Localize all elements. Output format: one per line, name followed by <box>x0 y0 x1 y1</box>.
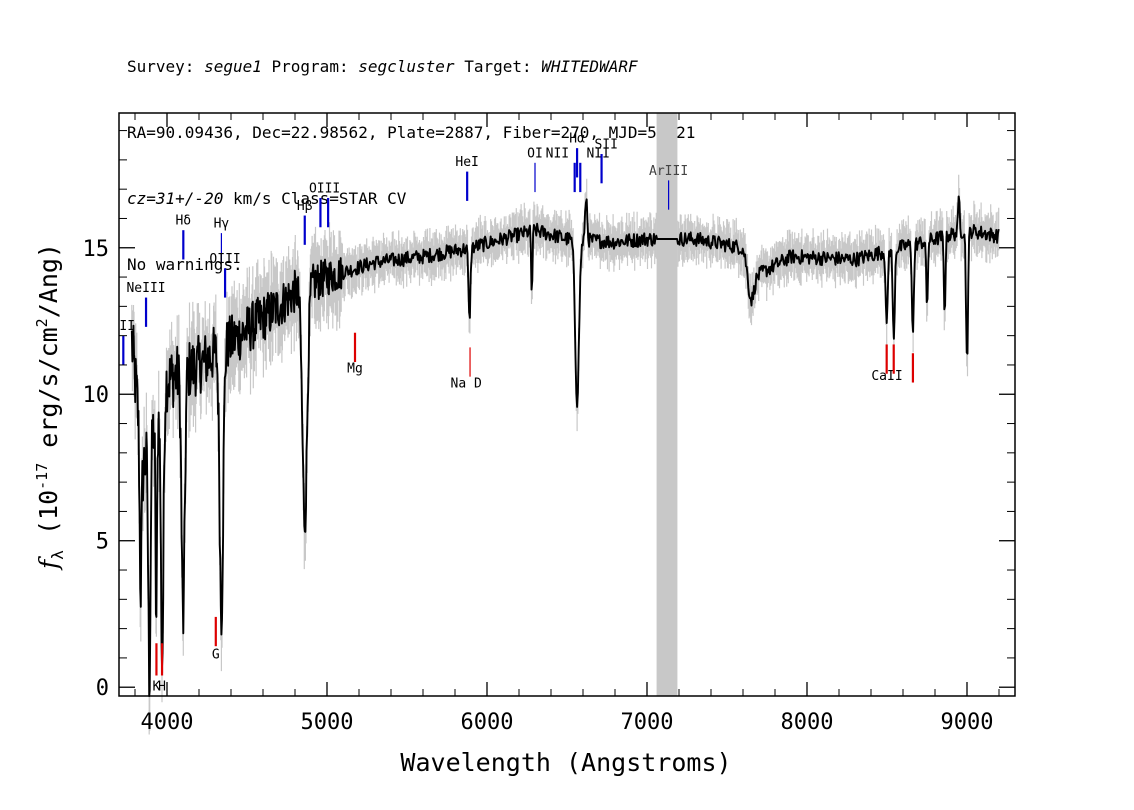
target-value: WHITEDWARF <box>541 57 638 76</box>
line-label-14: NII <box>586 146 609 161</box>
x-tick-label-4: 8000 <box>781 710 834 735</box>
line-label-3: Hγ <box>214 217 230 232</box>
line-label-13: SII <box>594 138 617 153</box>
svg-text:fλ (10-17 erg/s/cm2/Ang): fλ (10-17 erg/s/cm2/Ang) <box>33 243 67 571</box>
masked-region-layer <box>656 113 678 696</box>
header-line-redshift: cz=31+/-20 km/s Class=STAR CV <box>127 189 407 208</box>
header-line-survey: Survey: segue1 Program: segcluster Targe… <box>127 57 638 76</box>
line-label-19: Mg <box>347 362 363 377</box>
x-tick-label-2: 6000 <box>461 710 514 735</box>
x-tick-label-5: 9000 <box>941 710 994 735</box>
y-tick-label-3: 15 <box>83 237 110 262</box>
line-label-15: ArIII <box>649 164 688 179</box>
line-label-10: NII <box>546 146 569 161</box>
masked-region-band <box>656 113 678 696</box>
line-label-18: G <box>212 647 220 662</box>
line-label-0: OII <box>112 319 135 334</box>
line-label-7: OIII <box>309 181 340 196</box>
y-axis-label: fλ (10-17 erg/s/cm2/Ang) <box>33 243 67 571</box>
line-label-4: OIII <box>209 252 240 267</box>
x-tick-label-3: 7000 <box>621 710 674 735</box>
x-axis-label: Wavelength (Angstroms) <box>400 748 731 777</box>
line-label-20: Na D <box>451 376 482 391</box>
line-label-1: NeIII <box>126 281 165 296</box>
x-tick-label-1: 5000 <box>301 710 354 735</box>
flux-line <box>130 195 1000 697</box>
line-label-21: CaII <box>871 369 902 384</box>
line-label-8: HeI <box>455 155 478 170</box>
line-label-5: Hβ <box>297 199 313 214</box>
line-label-9: OI <box>527 146 543 161</box>
line-label-17: H <box>158 680 166 695</box>
x-tick-label-0: 4000 <box>141 710 194 735</box>
line-label-16: K <box>153 680 161 695</box>
y-tick-label-1: 5 <box>96 530 109 555</box>
flux-line-layer <box>130 195 1000 697</box>
redshift-value: cz=31+/-20 <box>127 189 224 208</box>
survey-value: segue1 <box>204 57 262 76</box>
y-tick-label-0: 0 <box>96 676 109 701</box>
line-label-11: Hα <box>569 132 585 147</box>
line-label-2: Hδ <box>175 214 191 229</box>
y-tick-label-2: 10 <box>83 383 110 408</box>
axes-layer: 4000 5000 6000 7000 8000 9000 0 5 10 15 <box>83 112 1016 735</box>
program-value: segcluster <box>358 57 455 76</box>
plot-frame <box>118 112 1016 697</box>
